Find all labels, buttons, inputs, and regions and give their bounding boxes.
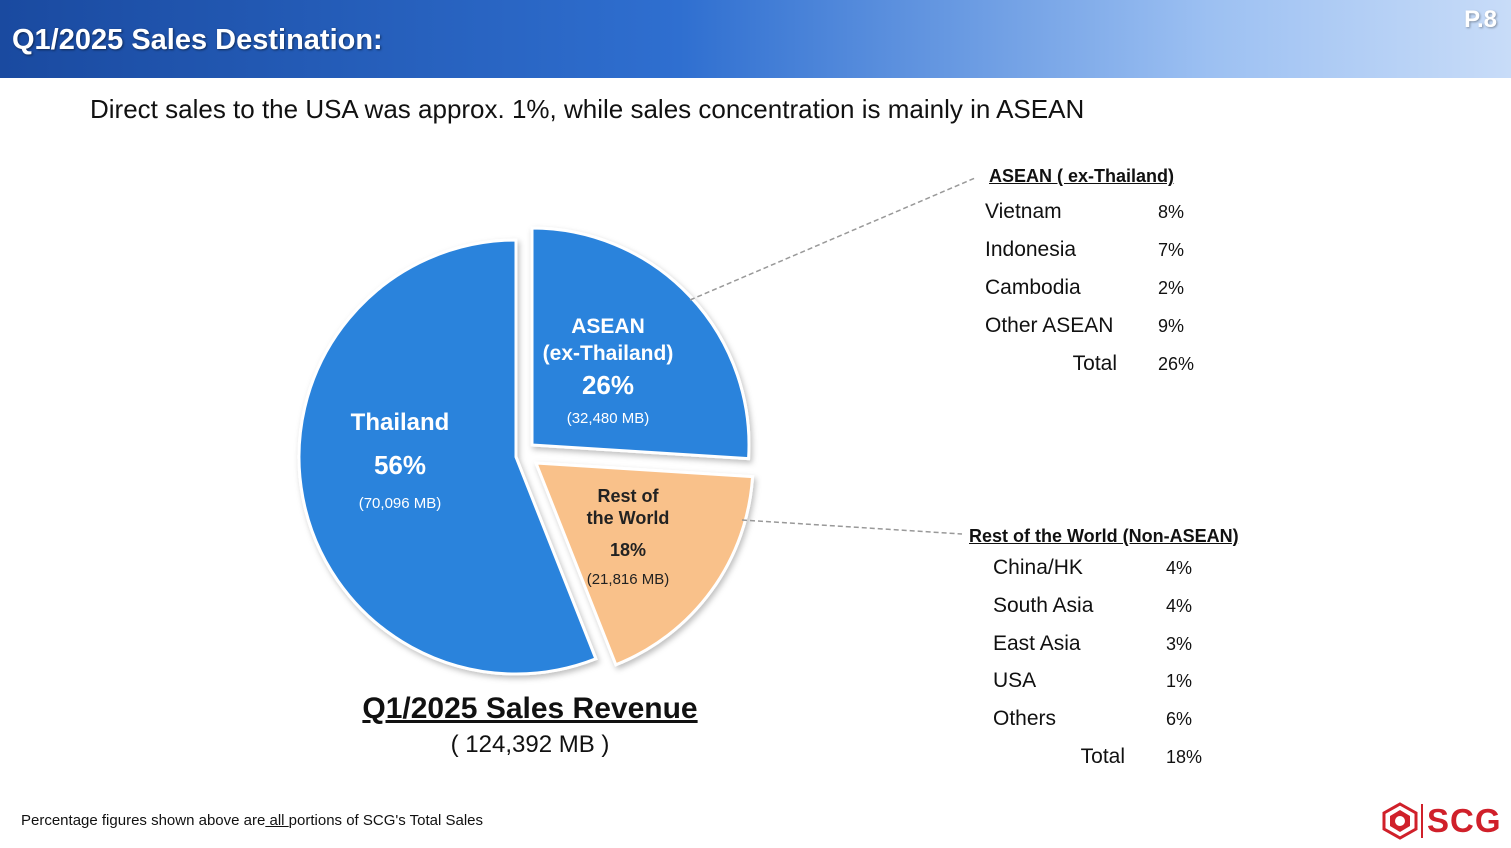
slice-amount: (32,480 MB) (567, 410, 650, 427)
scg-emblem-icon (1382, 802, 1418, 840)
scg-logo: SCG (1381, 800, 1501, 842)
asean-row-label: Vietnam (985, 200, 1062, 223)
asean-total-label: Total (1072, 352, 1117, 375)
slice-label: Rest of (597, 486, 659, 506)
row-row-label: China/HK (993, 556, 1083, 579)
revenue-title: Q1/2025 Sales Revenue (362, 692, 698, 725)
asean-row-label: Indonesia (985, 238, 1077, 261)
slice-label: ASEAN (571, 315, 645, 338)
asean-total-pct: 26% (1158, 354, 1195, 374)
logo-text: SCG (1427, 802, 1502, 839)
asean-row-pct: 2% (1158, 278, 1185, 298)
row-row-pct: 4% (1166, 558, 1193, 578)
asean-connector-line (689, 177, 976, 301)
row-row-pct: 6% (1166, 709, 1193, 729)
slice-label-line2: the World (587, 508, 670, 528)
row-breakdown-title: Rest of the World (Non-ASEAN) (969, 526, 1239, 546)
header-bar: Q1/2025 Sales Destination: P.8 (0, 0, 1511, 78)
row-connector-line (741, 519, 963, 535)
asean-row-pct: 7% (1158, 240, 1185, 260)
row-row-pct: 3% (1166, 634, 1193, 654)
row-row-pct: 4% (1166, 596, 1193, 616)
page-number: P.8 (1464, 6, 1497, 33)
revenue-total: ( 124,392 MB ) (450, 731, 610, 758)
row-row-label: USA (993, 669, 1037, 692)
pie-slice (530, 226, 751, 461)
slice-amount: (21,816 MB) (587, 571, 670, 588)
page-title: Q1/2025 Sales Destination: (12, 24, 383, 56)
logo-divider (1421, 804, 1423, 838)
row-total-pct: 18% (1166, 747, 1203, 767)
row-row-label: East Asia (993, 632, 1081, 655)
row-total-label: Total (1080, 745, 1125, 768)
asean-breakdown-title: ASEAN ( ex-Thailand) (989, 166, 1175, 186)
asean-row-label: Other ASEAN (985, 314, 1114, 337)
asean-row-pct: 8% (1158, 202, 1185, 222)
pie-slice (533, 461, 755, 667)
row-row-pct: 1% (1166, 671, 1193, 691)
slice-percent: 26% (582, 370, 634, 400)
footnote-underlined: all (265, 812, 289, 829)
footnote-text-end: portions of SCG's Total Sales (288, 812, 484, 829)
asean-row-label: Cambodia (985, 276, 1081, 299)
subtitle: Direct sales to the USA was approx. 1%, … (90, 94, 1085, 124)
slice-percent: 56% (374, 450, 426, 480)
footnote: Percentage figures shown above are all p… (21, 812, 483, 829)
slice-label-line2: (ex-Thailand) (543, 342, 674, 365)
asean-row-pct: 9% (1158, 316, 1185, 336)
slice-label: Thailand (351, 409, 450, 436)
slice-percent: 18% (610, 540, 646, 560)
slice-amount: (70,096 MB) (359, 495, 442, 512)
pie-slice (297, 238, 598, 676)
row-row-label: South Asia (993, 594, 1094, 617)
row-row-label: Others (993, 707, 1057, 730)
footnote-text: Percentage figures shown above are (21, 812, 266, 829)
